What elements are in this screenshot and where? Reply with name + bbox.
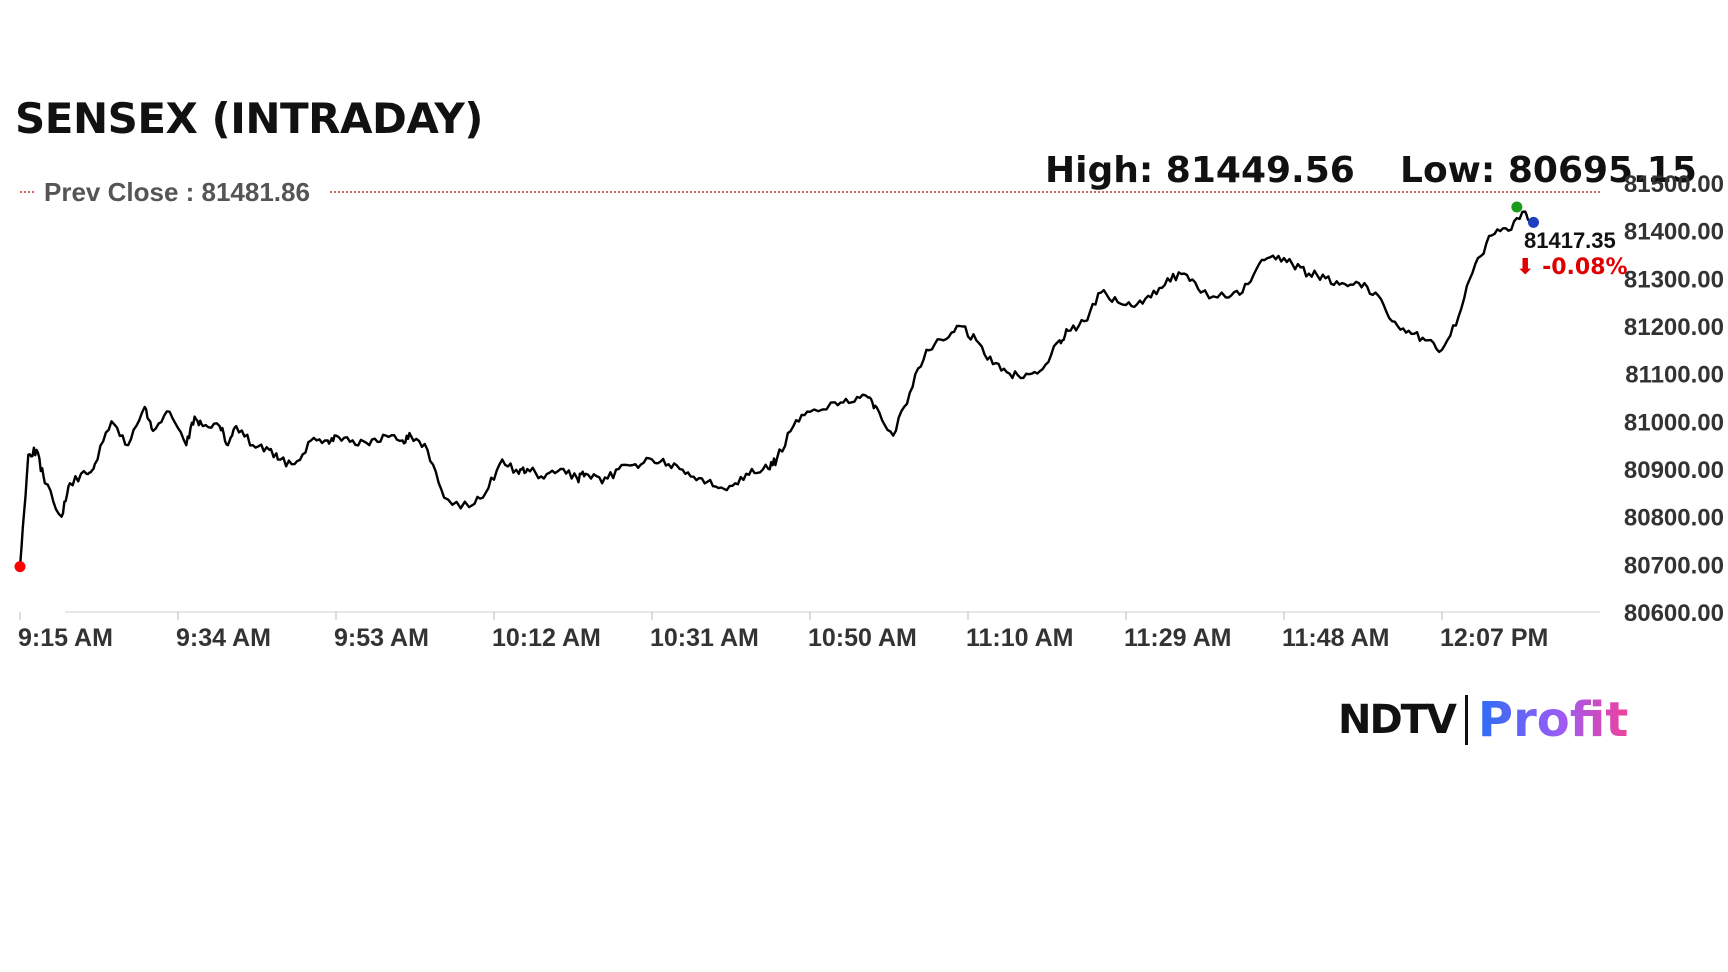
x-tick-label: 9:53 AM xyxy=(334,624,429,652)
day-low-marker xyxy=(14,561,26,573)
logo-divider xyxy=(1464,695,1468,745)
y-tick-label: 80700.00 xyxy=(1624,552,1724,579)
last-price-marker xyxy=(1527,216,1539,228)
series-layer xyxy=(14,201,1539,573)
prev-close-label: Prev Close : 81481.86 xyxy=(44,177,310,207)
prev-close-group: Prev Close : 81481.86 xyxy=(20,177,1600,207)
y-tick-label: 81400.00 xyxy=(1624,219,1724,246)
x-tick-label: 11:10 AM xyxy=(966,624,1073,652)
x-tick-label: 9:34 AM xyxy=(176,624,271,652)
last-value-annotation: 81417.35⬇ -0.08% xyxy=(1516,228,1628,280)
change-percent-label: ⬇ -0.08% xyxy=(1516,255,1628,280)
y-axis-labels: 81500.00 81400.00 81300.00 81200.00 81100.00… xyxy=(1624,171,1724,627)
last-price-label: 81417.35 xyxy=(1524,228,1616,253)
day-low-label: Low: 80695.15 xyxy=(1400,150,1697,191)
day-high-marker xyxy=(1511,201,1523,213)
x-tick-label: 10:12 AM xyxy=(492,624,601,652)
day-high-label: High: 81449.56 xyxy=(1045,150,1355,191)
x-tick-label: 9:15 AM xyxy=(18,624,113,652)
logo-ndtv: NDTV xyxy=(1338,697,1457,743)
y-tick-label: 80800.00 xyxy=(1624,505,1724,532)
logo-profit: Profit xyxy=(1477,692,1629,748)
y-tick-label: 81200.00 xyxy=(1624,314,1724,341)
x-tick-label: 11:29 AM xyxy=(1124,624,1231,652)
x-tick-label: 11:48 AM xyxy=(1282,624,1389,652)
x-tick-label: 12:07 PM xyxy=(1440,624,1548,652)
chart-title: SENSEX (INTRADAY) xyxy=(15,94,483,143)
x-tick-label: 10:50 AM xyxy=(808,624,917,652)
y-tick-label: 81000.00 xyxy=(1624,409,1724,436)
x-tick-label: 10:31 AM xyxy=(650,624,759,652)
y-tick-label: 81300.00 xyxy=(1624,266,1724,293)
y-tick-label: 80900.00 xyxy=(1624,457,1724,484)
ndtv-profit-logo: NDTV Profit xyxy=(1338,690,1628,750)
y-tick-label: 81100.00 xyxy=(1625,362,1724,389)
y-tick-label: 81500.00 xyxy=(1624,171,1724,198)
y-tick-label: 80600.00 xyxy=(1624,600,1724,627)
x-axis-labels: 9:15 AM 9:34 AM 9:53 AM 10:12 AM 10:31 AM 10:… xyxy=(18,612,1548,652)
price-line xyxy=(18,210,1535,567)
